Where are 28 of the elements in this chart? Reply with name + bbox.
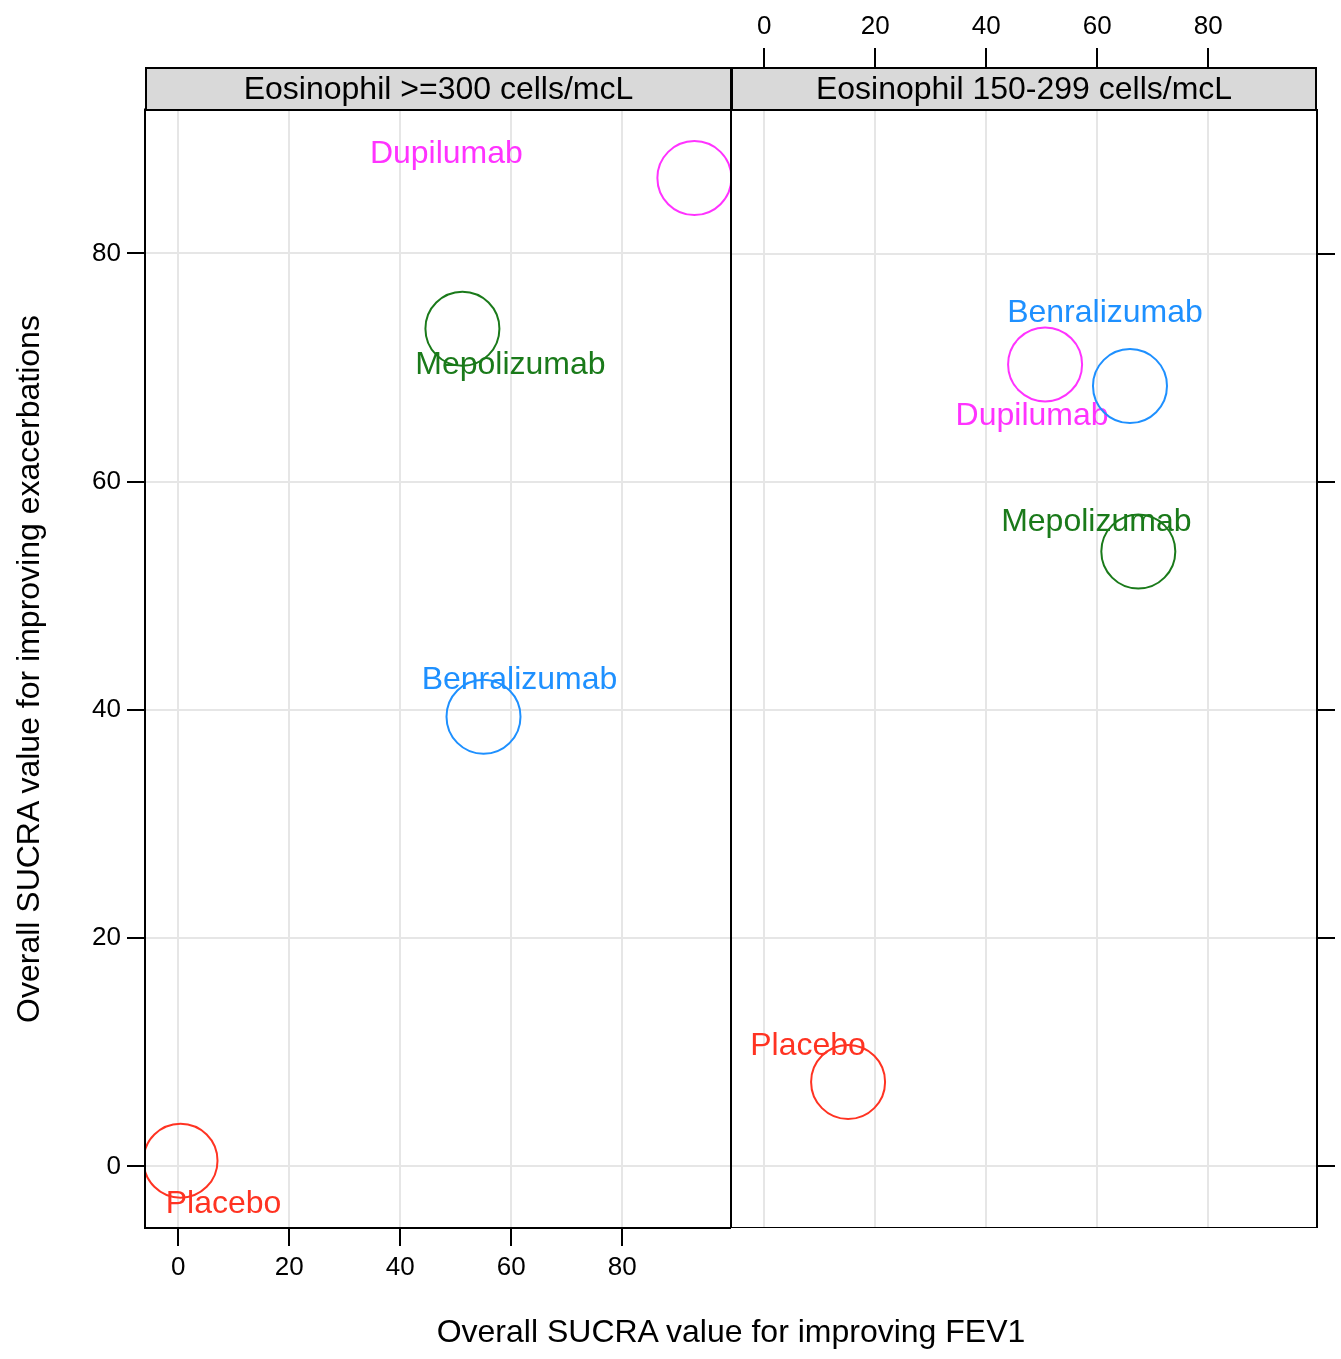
- series-label: Placebo: [750, 1025, 866, 1062]
- point: [1007, 326, 1084, 403]
- chart-title: Eosinophil >=300 cells/mcL: [145, 67, 732, 111]
- x-tick-label: 40: [971, 9, 1001, 40]
- y-tick-label: 40: [92, 693, 121, 724]
- y-tick-label: 60: [92, 464, 121, 495]
- x-tick-label: 60: [496, 1250, 526, 1281]
- y-tick-label: 20: [92, 921, 121, 952]
- y-tick-label: 0: [106, 1149, 121, 1180]
- x-axis-title: Overall SUCRA value for improving FEV1: [435, 1313, 1027, 1350]
- series-label: Benralizumab: [421, 659, 618, 696]
- series-label: Benralizumab: [1007, 292, 1203, 329]
- x-tick-label: 0: [171, 1250, 186, 1281]
- text: Dupilumab: [369, 133, 523, 170]
- y-axis-title: Overall SUCRA value for improving exacerbations: [9, 314, 47, 1025]
- point: [656, 140, 731, 217]
- x-tick-label: 20: [860, 9, 890, 40]
- series-label: Placebo: [165, 1184, 282, 1221]
- x-tick-label: 40: [385, 1250, 415, 1281]
- x-tick-label: 80: [1193, 9, 1223, 40]
- x-tick-label: 20: [274, 1250, 304, 1281]
- series-label: Mepolizumab: [415, 344, 606, 381]
- x-tick-label: 80: [607, 1250, 637, 1281]
- chart-title: Eosinophil 150-299 cells/mcL: [731, 67, 1317, 111]
- x-tick-label: 0: [757, 9, 772, 40]
- x-tick-label: 60: [1082, 9, 1112, 40]
- y-tick-label: 80: [92, 236, 121, 267]
- series-label: Dupilumab: [955, 396, 1109, 433]
